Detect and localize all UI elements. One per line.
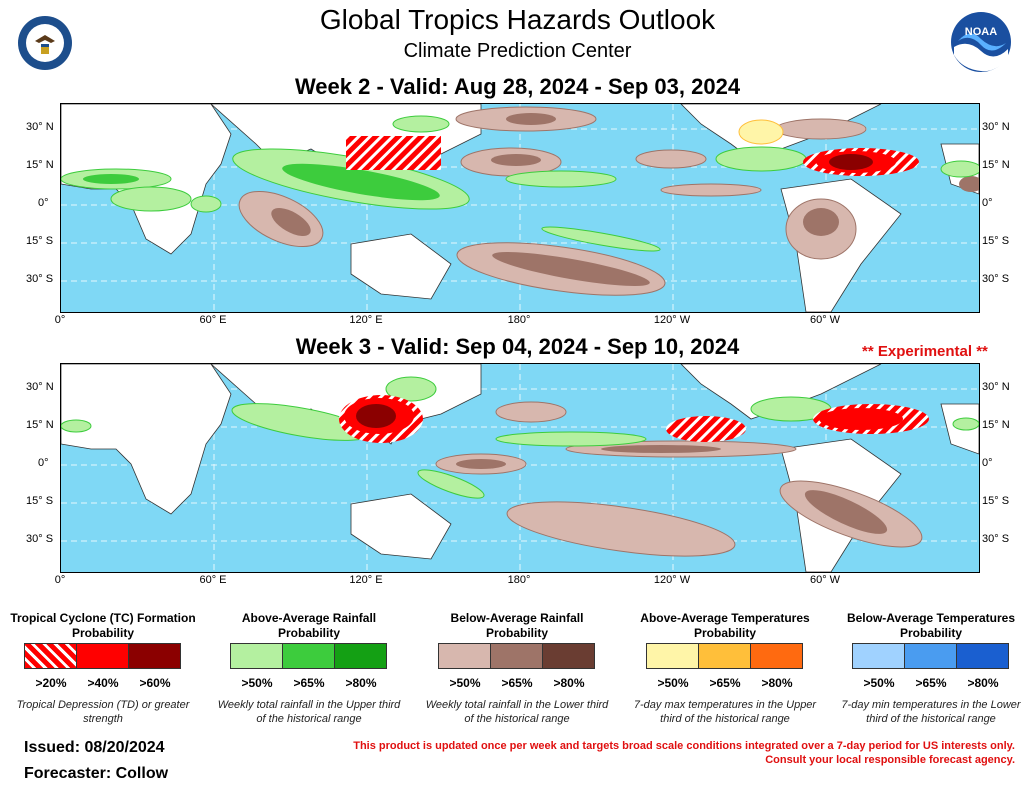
legend-title: Tropical Cyclone (TC) Formation Probabil…	[10, 611, 196, 640]
legend-label: >65%	[501, 676, 533, 690]
w2-lat-0-r: 0°	[982, 197, 993, 209]
week3-map	[60, 363, 980, 573]
legend-swatch	[542, 643, 595, 669]
week3-title: Week 3 - Valid: Sep 04, 2024 - Sep 10, 2…	[295, 334, 740, 359]
legend-swatch	[76, 643, 129, 669]
w3-lat-0: 0°	[38, 457, 49, 469]
legend-swatch	[24, 643, 77, 669]
legend-above-rain: Above-Average Rainfall Probability >50% …	[214, 611, 404, 726]
legend-swatch	[646, 643, 699, 669]
page-subtitle: Climate Prediction Center	[403, 40, 632, 62]
legend-swatch	[750, 643, 803, 669]
legend-label: >65%	[915, 676, 947, 690]
legend-swatch	[230, 643, 283, 669]
below-rain-areas	[435, 401, 923, 557]
legend-label: >80%	[967, 676, 999, 690]
w3-lat-15n: 15° N	[26, 419, 54, 431]
w3-lat-15s: 15° S	[26, 495, 54, 507]
legend-note: 7-day max temperatures in the Upper thir…	[633, 699, 817, 725]
legend-swatch	[904, 643, 957, 669]
w3-lat-30s: 30° S	[26, 533, 54, 545]
w2-lon-120e: 120° E	[349, 314, 383, 326]
legend-tc: Tropical Cyclone (TC) Formation Probabil…	[8, 611, 198, 726]
w2-lat-30n-r: 30° N	[982, 121, 1010, 133]
legend-note: Tropical Depression (TD) or greater stre…	[16, 699, 190, 725]
doc-logo	[17, 15, 73, 71]
noaa-logo: NOAA	[950, 11, 1012, 73]
w2-lon-60e: 60° E	[199, 314, 227, 326]
legend-swatch	[698, 643, 751, 669]
legend-label: >40%	[87, 676, 119, 690]
below-rain-areas	[238, 106, 979, 296]
legend-below-temp: Below-Average Temperatures Probability >…	[836, 611, 1026, 726]
w2-lat-0: 0°	[38, 197, 49, 209]
w2-lon-180: 180°	[507, 314, 531, 326]
legend-label: >20%	[35, 676, 67, 690]
above-temp-areas	[738, 119, 784, 145]
w2-lat-15n: 15° N	[26, 159, 54, 171]
noaa-logo-text: NOAA	[965, 26, 997, 38]
legend-title: Below-Average Temperatures Probability	[846, 611, 1016, 640]
legend-swatch	[128, 643, 181, 669]
experimental-badge: ** Experimental **	[862, 343, 988, 360]
week2-title: Week 2 - Valid: Aug 28, 2024 - Sep 03, 2…	[294, 74, 741, 99]
forecaster: Forecaster: Collow	[24, 765, 169, 782]
legend-label: >65%	[293, 676, 325, 690]
w3-lon-60e: 60° E	[199, 574, 227, 586]
disclaimer-line-1: This product is updated once per week an…	[353, 740, 1015, 752]
w2-lat-30n: 30° N	[26, 121, 54, 133]
w3-lat-15s-r: 15° S	[982, 495, 1010, 507]
legend-label: >50%	[449, 676, 481, 690]
w2-lat-15n-r: 15° N	[982, 159, 1010, 171]
w3-lon-60w: 60° W	[809, 574, 841, 586]
legend-label: >50%	[863, 676, 895, 690]
tc-areas	[346, 136, 919, 176]
legend-below-rain: Below-Average Rainfall Probability >50% …	[422, 611, 612, 726]
legend-swatch	[852, 643, 905, 669]
legend-label: >65%	[709, 676, 741, 690]
w3-lat-30n-r: 30° N	[982, 381, 1010, 393]
w3-lat-0-r: 0°	[982, 457, 993, 469]
w2-lat-30s-r: 30° S	[982, 273, 1010, 285]
w3-lat-15n-r: 15° N	[982, 419, 1010, 431]
legend-above-temp: Above-Average Temperatures Probability >…	[630, 611, 820, 726]
w2-lat-30s: 30° S	[26, 273, 54, 285]
legend-label: >50%	[241, 676, 273, 690]
w2-lon-0: 0°	[54, 314, 66, 326]
disclaimer: This product is updated once per week an…	[295, 739, 1015, 767]
tc-areas	[339, 395, 929, 443]
week2-map	[60, 103, 980, 313]
issued-date: Issued: 08/20/2024	[24, 739, 165, 756]
legend-title: Above-Average Temperatures Probability	[640, 611, 810, 640]
legend-note: Weekly total rainfall in the Upper third…	[217, 699, 401, 725]
above-rain-areas	[61, 115, 979, 252]
w2-lon-60w: 60° W	[809, 314, 841, 326]
w2-lon-120w: 120° W	[653, 314, 691, 326]
legend-swatch	[956, 643, 1009, 669]
w3-lon-180: 180°	[507, 574, 531, 586]
page-title: Global Tropics Hazards Outlook	[319, 4, 716, 35]
legend-swatch	[438, 643, 491, 669]
legend-title: Above-Average Rainfall Probability	[241, 611, 377, 640]
legend-label: >80%	[553, 676, 585, 690]
legend-swatch	[334, 643, 387, 669]
legend-note: 7-day min temperatures in the Lower thir…	[841, 699, 1021, 725]
legend-note: Weekly total rainfall in the Lower third…	[425, 699, 609, 725]
legend-swatch	[490, 643, 543, 669]
legend-label: >50%	[657, 676, 689, 690]
legend-label: >80%	[761, 676, 793, 690]
disclaimer-line-2: Consult your local responsible forecast …	[765, 754, 1015, 766]
w2-lat-15s-r: 15° S	[982, 235, 1010, 247]
legend-label: >80%	[345, 676, 377, 690]
legend-label: >60%	[139, 676, 171, 690]
legend-swatch	[282, 643, 335, 669]
w2-lat-15s: 15° S	[26, 235, 54, 247]
w3-lat-30n: 30° N	[26, 381, 54, 393]
w3-lon-120e: 120° E	[349, 574, 383, 586]
w3-lat-30s-r: 30° S	[982, 533, 1010, 545]
w3-lon-0: 0°	[54, 574, 66, 586]
w3-lon-120w: 120° W	[653, 574, 691, 586]
legend-title: Below-Average Rainfall Probability	[450, 611, 584, 640]
